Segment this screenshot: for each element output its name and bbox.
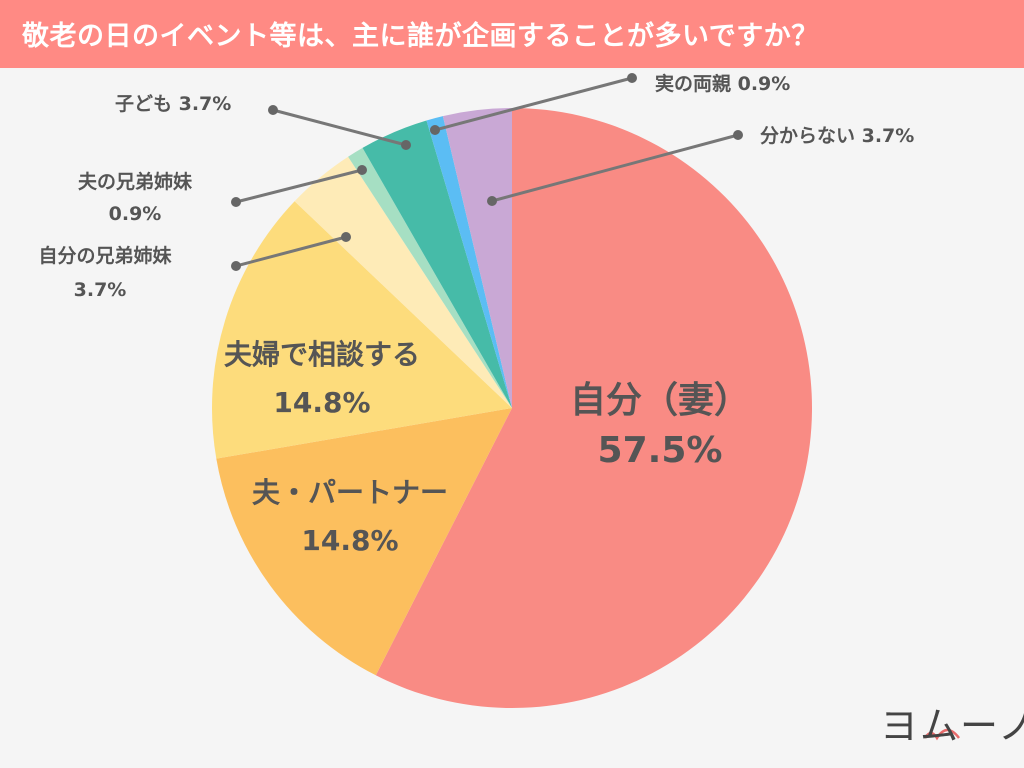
- slice-outside-label: 実の両親 0.9%: [655, 72, 790, 95]
- leader-line: [235, 168, 363, 204]
- leader-line: [272, 108, 407, 147]
- pie-slice-5: [362, 120, 512, 408]
- leader-dot: [733, 130, 743, 140]
- slice-outside-label: 0.9%: [109, 203, 162, 225]
- slice-label: 自分（妻）: [570, 380, 750, 421]
- slice-outside-label: 自分の兄弟姉妹: [38, 244, 172, 267]
- leader-dot: [231, 197, 241, 207]
- pie-slice-4: [348, 147, 512, 408]
- slice-value-label: 14.8%: [301, 524, 398, 557]
- title-bar: 敬老の日のイベント等は、主に誰が企画することが多いですか？: [0, 0, 1024, 68]
- logo-swirl-icon: [923, 728, 960, 741]
- pie-slice-6: [426, 116, 512, 409]
- pie-slice-0: [375, 108, 812, 708]
- pie-slice-1: [216, 408, 512, 676]
- slice-label: 夫・パートナー: [252, 476, 448, 509]
- pie-slice-3: [294, 156, 512, 408]
- leader-line: [434, 76, 633, 132]
- leader-dot: [487, 196, 497, 206]
- slice-outside-label: 夫の兄弟姉妹: [78, 170, 193, 193]
- leader-dot: [401, 140, 411, 150]
- slice-label: 夫婦で相談する: [224, 338, 420, 371]
- leader-dot: [357, 165, 367, 175]
- leader-dot: [430, 125, 440, 135]
- leader-dot: [341, 232, 351, 242]
- pie-slice-7: [442, 108, 512, 408]
- slice-value-label: 57.5%: [598, 430, 723, 471]
- leader-dot: [231, 261, 241, 271]
- slice-outside-label: 3.7%: [74, 279, 127, 301]
- logo: ヨムーノ: [880, 704, 1024, 748]
- leader-dot: [268, 105, 278, 115]
- slice-value-label: 14.8%: [273, 386, 370, 419]
- slice-outside-label: 子ども 3.7%: [115, 93, 231, 115]
- leader-line: [235, 235, 347, 268]
- leader-line: [491, 133, 739, 203]
- pie-slice-2: [212, 201, 512, 459]
- chart-title: 敬老の日のイベント等は、主に誰が企画することが多いですか？: [22, 21, 819, 52]
- slice-outside-label: 分からない 3.7%: [760, 125, 914, 147]
- leader-dot: [627, 73, 637, 83]
